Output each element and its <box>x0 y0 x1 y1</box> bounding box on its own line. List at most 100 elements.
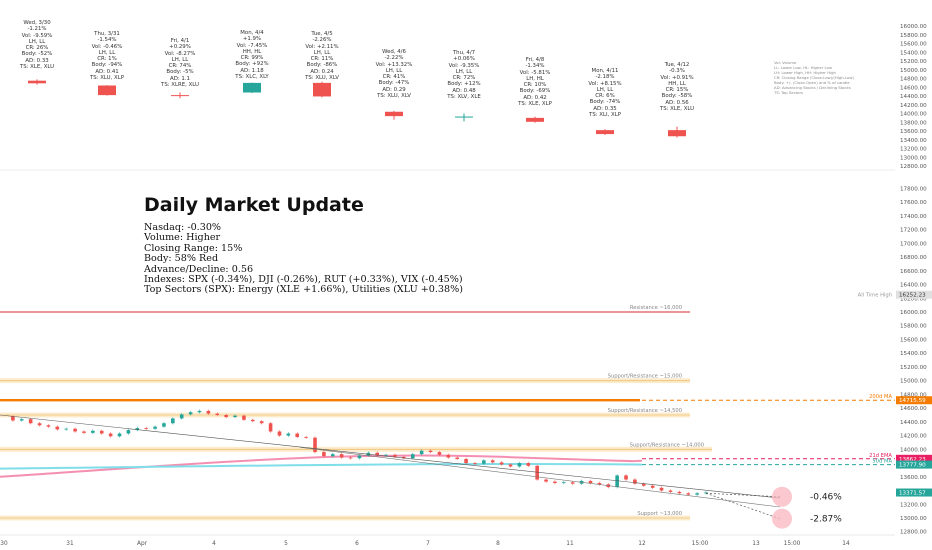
stat-nasdaq: Nasdaq: -0.30% <box>144 222 222 233</box>
stat-advance-decline: Advance/Decline: 0.56 <box>144 263 254 275</box>
intraday-candle <box>144 428 148 429</box>
day-hl: HH, LL <box>668 80 686 87</box>
ma-label: 200d MA <box>869 394 892 400</box>
candle-body <box>526 117 544 122</box>
day-ts: TS: XLI, XLP <box>589 112 621 119</box>
intraday-candle <box>695 493 699 495</box>
lower-y-tick: 15200.00 <box>900 365 927 371</box>
intraday-candle <box>641 483 646 486</box>
day-cr: CR: 41% <box>382 74 406 81</box>
legend-line: CR: Closing Range (Close-Low)/(High-Low) <box>774 75 854 80</box>
day-hl: LH, LL <box>171 56 189 63</box>
stat-closing-range: Closing Range: 15% <box>144 242 243 254</box>
intraday-candle <box>233 415 237 418</box>
day-change: +1.9% <box>242 36 262 43</box>
day-body: Body: -58% <box>661 93 693 100</box>
candle-body <box>455 116 473 118</box>
upper-y-tick: 12800.00 <box>900 164 927 170</box>
day-body: Body: -52% <box>21 51 53 58</box>
upper-y-tick: 13400.00 <box>900 138 927 144</box>
day-cr: CR: 72% <box>452 75 476 82</box>
intraday-candle <box>393 454 397 457</box>
day-vol: Vol: -0.46% <box>91 43 123 50</box>
day-hl: LH, HL <box>526 75 544 82</box>
day-annotation: Wed, 3/30 -1.21% Vol: -9.59% LH, LL CR: 26% B… <box>0 20 83 70</box>
intraday-candle <box>242 415 246 420</box>
intraday-candle <box>562 482 566 484</box>
day-date: Thu, 3/31 <box>94 31 120 37</box>
ma-value: 13777.90 <box>899 463 926 469</box>
intraday-candle <box>197 410 202 413</box>
day-change: -1.54% <box>97 37 117 44</box>
lower-y-tick: 16000.00 <box>900 310 927 316</box>
day-hl: LH, LL <box>596 86 614 93</box>
day-hl: LH, LL <box>385 67 403 74</box>
legend-line: Body: +/- (Close-Open) and % of candle <box>774 80 850 85</box>
day-hl: LH, LL <box>455 68 473 75</box>
intraday-candle <box>677 491 682 494</box>
intraday-candle <box>348 457 353 459</box>
level-label: Support/Resistance ~15,000 <box>608 374 682 380</box>
ath-value: 16252.23 <box>899 293 926 299</box>
day-hl: LH, LL <box>313 49 331 56</box>
day-change: +0.29% <box>169 44 191 51</box>
legend-line: Vol: Volume <box>774 60 797 65</box>
day-date: Mon, 4/4 <box>240 30 264 36</box>
intraday-candle <box>188 412 193 415</box>
upper-y-tick: 15800.00 <box>900 33 927 39</box>
intraday-candle <box>251 419 255 422</box>
x-tick-label: 31 <box>66 541 74 547</box>
lower-y-tick: 16600.00 <box>900 269 927 275</box>
intraday-candle <box>135 428 140 431</box>
ma-label: 50d MA <box>872 459 892 465</box>
intraday-candle <box>490 460 495 463</box>
lower-y-tick: 14800.00 <box>900 392 927 398</box>
intraday-candle <box>499 462 504 465</box>
day-annotation: Fri, 4/1 +0.29% Vol: -8.27% LH, LL CR: 74% Bo… <box>134 38 226 88</box>
lower-y-tick: 16200.00 <box>900 296 927 302</box>
day-date: Mon, 4/11 <box>591 68 619 74</box>
stat-indexes: Indexes: SPX (-0.34%), DJI (-0.26%), RUT… <box>144 274 463 286</box>
intraday-candle <box>473 463 477 464</box>
x-tick-label: 8 <box>496 541 500 547</box>
intraday-candle <box>277 431 282 436</box>
intraday-candle <box>402 456 406 459</box>
day-cr: CR: 11% <box>310 56 334 63</box>
lower-y-tick: 17000.00 <box>900 241 927 247</box>
lower-y-tick: 13600.00 <box>900 475 927 481</box>
day-vol: Vol: +2.11% <box>305 43 339 50</box>
last-price-tag <box>896 488 932 497</box>
intraday-candle <box>268 423 273 432</box>
upper-y-tick: 13000.00 <box>900 155 927 161</box>
x-tick-label: 7 <box>426 541 430 547</box>
candle-body <box>243 82 261 93</box>
projection-label: -2.87% <box>810 515 842 525</box>
day-ts: TS: XLE, XLP <box>518 101 552 108</box>
day-annotation: Fri, 4/8 -1.34% Vol: -5.81% LH, HL CR: 10% Bo… <box>489 57 581 107</box>
lower-y-tick: 17200.00 <box>900 228 927 234</box>
projection-label: -0.46% <box>810 493 842 503</box>
ma-label: 21d EMA <box>869 453 892 459</box>
x-tick-label: 11 <box>566 541 574 547</box>
day-annotation: Tue, 4/5 -2.26% Vol: +2.11% LH, LL CR: 11% Bo… <box>276 31 368 81</box>
legend-line: TS: Top Sectors <box>774 90 804 95</box>
intraday-candle <box>686 493 691 495</box>
projection-line <box>705 492 781 498</box>
lower-y-tick: 15000.00 <box>900 379 927 385</box>
intraday-candle <box>650 485 655 488</box>
intraday-candle <box>508 464 513 467</box>
day-ts: TS: XLE, XLU <box>659 106 695 113</box>
upper-y-tick: 13600.00 <box>900 129 927 135</box>
day-vol: Vol: -8.27% <box>164 50 196 57</box>
level-label: Support/Resistance ~14,500 <box>608 408 682 414</box>
intraday-candle <box>535 465 539 480</box>
candle-body <box>313 82 331 97</box>
day-ad: AD: 1.1 <box>170 75 190 82</box>
day-annotation: Wed, 4/6 -2.22% Vol: +13.32% LH, LL CR: 41% B… <box>348 49 440 99</box>
day-ad: AD: 0.33 <box>25 57 49 64</box>
intraday-candle <box>55 426 60 430</box>
intraday-candle <box>357 455 362 459</box>
day-annotation: Tue, 4/12 -0.3% Vol: +0.91% HH, LL CR: 15% Bo… <box>631 62 723 112</box>
upper-y-tick: 15600.00 <box>900 42 927 48</box>
trendline <box>299 446 781 508</box>
